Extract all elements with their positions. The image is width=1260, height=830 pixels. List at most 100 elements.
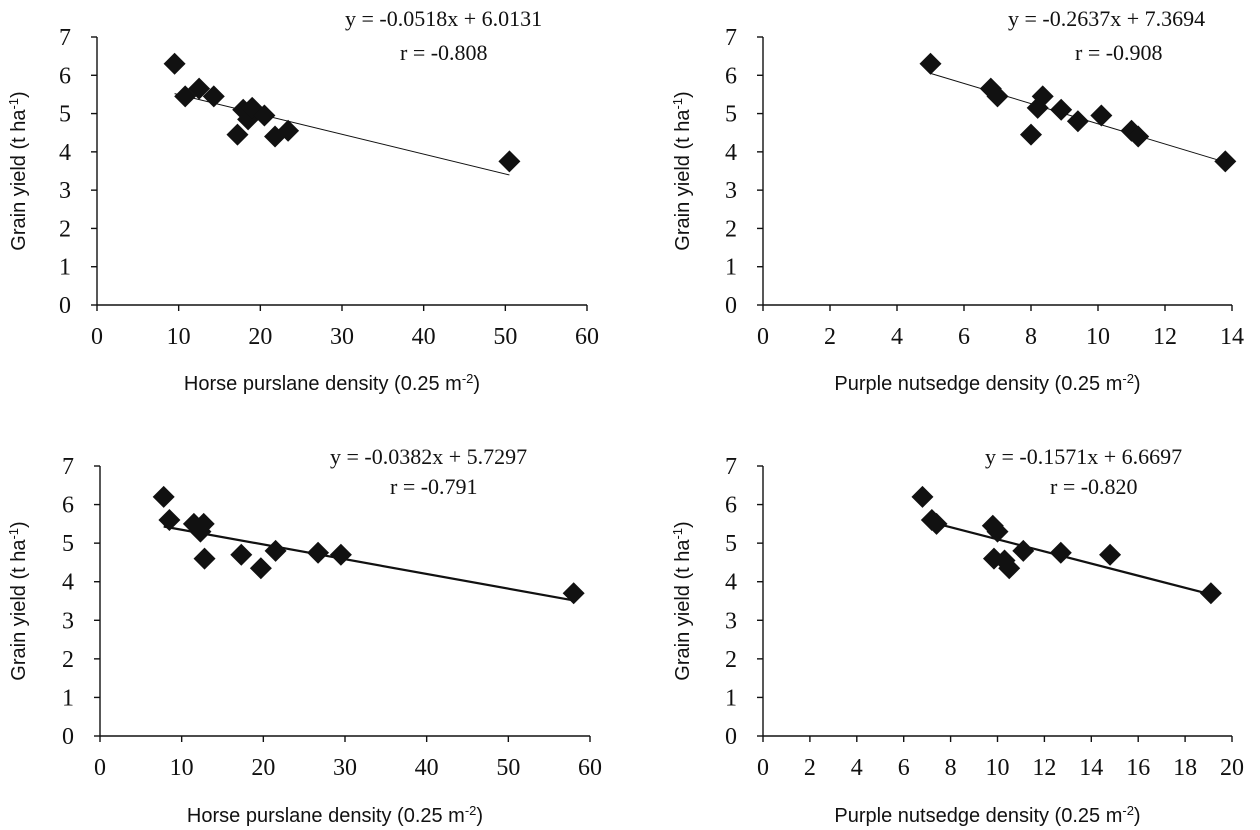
x-tick-label: 2 <box>824 324 836 350</box>
y-tick-label: 5 <box>725 531 737 557</box>
y-tick-label: 5 <box>59 102 71 128</box>
y-tick-label: 2 <box>725 647 737 673</box>
y-axis-title: Grain yield (t ha-1) <box>670 91 695 250</box>
x-tick-label: 10 <box>170 755 194 781</box>
x-tick-label: 50 <box>496 755 520 781</box>
data-point <box>226 123 249 146</box>
x-tick-label: 8 <box>945 755 957 781</box>
data-point <box>1099 543 1122 566</box>
data-point <box>158 509 181 531</box>
data-point <box>188 77 211 100</box>
x-tick-label: 18 <box>1173 755 1197 781</box>
x-axis-title: Horse purslane density (0.25 m-2) <box>184 371 480 396</box>
data-point <box>202 85 225 108</box>
y-tick-label: 0 <box>59 293 71 319</box>
x-tick-label: 16 <box>1126 755 1150 781</box>
data-point <box>152 485 175 508</box>
y-tick-label: 3 <box>59 178 71 204</box>
x-axis-title: Purple nutsedge density (0.25 m-2) <box>834 803 1140 828</box>
y-axis-title: Grain yield (t ha-1) <box>6 521 31 680</box>
trendline <box>163 525 574 602</box>
data-point <box>986 520 1009 543</box>
y-axis-title: Grain yield (t ha-1) <box>6 91 31 250</box>
data-point <box>1066 110 1089 133</box>
x-tick-label: 40 <box>415 755 439 781</box>
data-point <box>277 119 300 142</box>
x-tick-label: 0 <box>757 324 769 350</box>
chart-3: 0 1 2 3 4 5 6 7 0 10 20 30 40 50 60 y = -0.0382x + 5.72… <box>6 444 603 827</box>
y-tick-label: 4 <box>62 570 74 596</box>
x-tick-label: 12 <box>1032 755 1056 781</box>
data-point <box>919 52 942 75</box>
y-tick-label: 7 <box>725 25 737 51</box>
x-tick-label: 14 <box>1220 324 1244 350</box>
y-tick-label: 7 <box>62 454 74 480</box>
data-point <box>193 547 216 570</box>
y-tick-label: 7 <box>59 25 71 51</box>
x-tick-label: 60 <box>578 755 602 781</box>
x-tick-label: 30 <box>330 324 354 350</box>
correlation-label: r = -0.808 <box>400 40 488 65</box>
x-tick-label: 40 <box>412 324 436 350</box>
data-point <box>1020 123 1042 146</box>
y-tick-label: 4 <box>59 140 71 166</box>
y-tick-label: 5 <box>62 531 74 557</box>
y-tick-label: 6 <box>59 63 71 89</box>
trendline <box>174 93 510 176</box>
x-tick-label: 4 <box>851 755 863 781</box>
regression-equation: y = -0.0382x + 5.7297 <box>330 444 527 469</box>
x-axis-title: Purple nutsedge density (0.25 m-2) <box>834 371 1140 396</box>
data-point <box>329 543 352 566</box>
data-point <box>192 512 215 535</box>
x-tick-label: 12 <box>1153 324 1177 350</box>
data-point <box>562 582 585 605</box>
x-tick-label: 10 <box>986 755 1010 781</box>
data-point <box>1214 150 1237 173</box>
data-point <box>1012 539 1035 562</box>
x-tick-label: 2 <box>804 755 816 781</box>
y-tick-label: 6 <box>725 63 737 89</box>
x-tick-label: 20 <box>251 755 275 781</box>
data-point <box>911 485 934 508</box>
x-tick-label: 8 <box>1025 324 1037 350</box>
data-point <box>498 150 521 173</box>
x-tick-label: 20 <box>1220 755 1244 781</box>
data-point <box>1031 85 1054 108</box>
y-tick-label: 3 <box>62 608 74 634</box>
y-tick-label: 4 <box>725 140 737 166</box>
regression-equation: y = -0.1571x + 6.6697 <box>985 444 1182 469</box>
y-tick-label: 1 <box>62 685 74 711</box>
y-tick-label: 7 <box>725 454 737 480</box>
data-point <box>230 543 253 566</box>
data-point <box>249 557 272 580</box>
data-point <box>1049 541 1072 564</box>
x-tick-label: 30 <box>333 755 357 781</box>
y-tick-label: 2 <box>725 216 737 242</box>
data-point <box>1127 125 1150 148</box>
y-tick-label: 6 <box>62 493 74 519</box>
x-axis-title: Horse purslane density (0.25 m-2) <box>187 803 483 828</box>
data-point <box>1050 98 1073 121</box>
x-tick-label: 4 <box>891 324 903 350</box>
x-tick-label: 0 <box>94 755 106 781</box>
x-tick-label: 10 <box>1086 324 1110 350</box>
x-tick-label: 10 <box>167 324 191 350</box>
correlation-label: r = -0.791 <box>390 474 478 499</box>
y-tick-label: 1 <box>59 255 71 281</box>
y-tick-label: 0 <box>725 724 737 750</box>
y-tick-label: 5 <box>725 102 737 128</box>
y-tick-label: 2 <box>59 216 71 242</box>
x-tick-label: 0 <box>91 324 103 350</box>
regression-equation: y = -0.0518x + 6.0131 <box>345 6 542 31</box>
x-tick-label: 20 <box>248 324 272 350</box>
data-point <box>925 512 948 535</box>
x-tick-label: 6 <box>898 755 910 781</box>
data-point <box>264 539 287 562</box>
y-tick-label: 2 <box>62 647 74 673</box>
x-tick-label: 50 <box>493 324 517 350</box>
y-tick-label: 0 <box>725 293 737 319</box>
y-tick-label: 3 <box>725 608 737 634</box>
